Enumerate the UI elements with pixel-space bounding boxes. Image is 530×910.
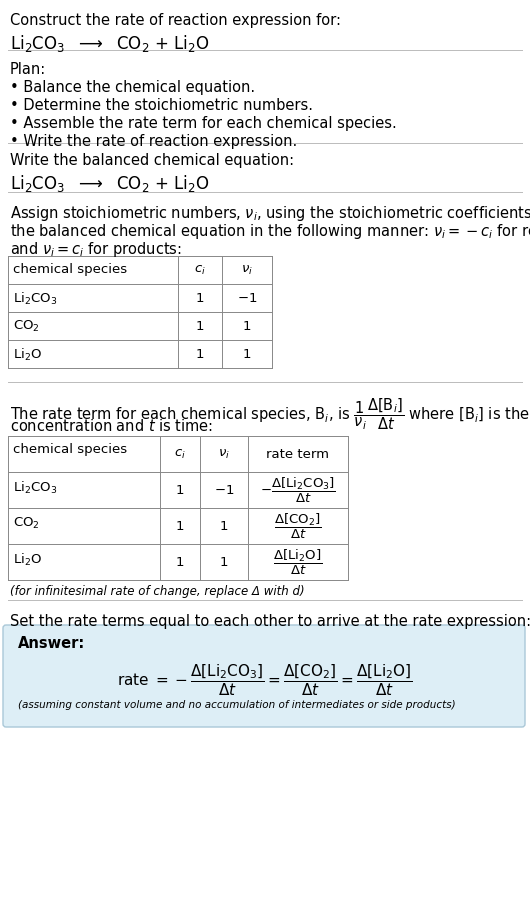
- Text: Answer:: Answer:: [18, 636, 85, 651]
- Text: Li$_2$CO$_3$  $\longrightarrow$  CO$_2$ + Li$_2$O: Li$_2$CO$_3$ $\longrightarrow$ CO$_2$ + …: [10, 173, 209, 194]
- Text: • Balance the chemical equation.: • Balance the chemical equation.: [10, 80, 255, 95]
- Text: 1: 1: [196, 291, 204, 305]
- Text: rate $= -\dfrac{\Delta[\mathrm{Li_2CO_3}]}{\Delta t} = \dfrac{\Delta[\mathrm{CO_: rate $= -\dfrac{\Delta[\mathrm{Li_2CO_3}…: [117, 662, 413, 698]
- Text: Plan:: Plan:: [10, 62, 46, 77]
- FancyBboxPatch shape: [3, 625, 525, 727]
- Text: The rate term for each chemical species, B$_i$, is $\dfrac{1}{\nu_i}\dfrac{\Delt: The rate term for each chemical species,…: [10, 396, 530, 431]
- Text: Li$_2$CO$_3$  $\longrightarrow$  CO$_2$ + Li$_2$O: Li$_2$CO$_3$ $\longrightarrow$ CO$_2$ + …: [10, 33, 209, 54]
- Text: 1: 1: [176, 520, 184, 532]
- Text: 1: 1: [243, 319, 251, 332]
- Text: (assuming constant volume and no accumulation of intermediates or side products): (assuming constant volume and no accumul…: [18, 700, 456, 710]
- Text: Set the rate terms equal to each other to arrive at the rate expression:: Set the rate terms equal to each other t…: [10, 614, 530, 629]
- Text: • Determine the stoichiometric numbers.: • Determine the stoichiometric numbers.: [10, 98, 313, 113]
- Text: 1: 1: [220, 555, 228, 569]
- Text: • Write the rate of reaction expression.: • Write the rate of reaction expression.: [10, 134, 297, 149]
- Text: (for infinitesimal rate of change, replace Δ with d): (for infinitesimal rate of change, repla…: [10, 585, 305, 598]
- Text: the balanced chemical equation in the following manner: $\nu_i = -c_i$ for react: the balanced chemical equation in the fo…: [10, 222, 530, 241]
- Text: rate term: rate term: [267, 448, 330, 460]
- Text: Li$_2$O: Li$_2$O: [13, 347, 42, 363]
- Text: 1: 1: [176, 555, 184, 569]
- Text: 1: 1: [196, 319, 204, 332]
- Text: 1: 1: [220, 520, 228, 532]
- Text: $\nu_i$: $\nu_i$: [218, 448, 230, 460]
- Text: Li$_2$CO$_3$: Li$_2$CO$_3$: [13, 480, 57, 496]
- Text: $-1$: $-1$: [237, 291, 257, 305]
- Text: 1: 1: [243, 348, 251, 360]
- Text: chemical species: chemical species: [13, 263, 127, 276]
- Text: Write the balanced chemical equation:: Write the balanced chemical equation:: [10, 153, 294, 168]
- Text: $\nu_i$: $\nu_i$: [241, 264, 253, 277]
- Text: Assign stoichiometric numbers, $\nu_i$, using the stoichiometric coefficients, $: Assign stoichiometric numbers, $\nu_i$, …: [10, 204, 530, 223]
- Text: concentration and $t$ is time:: concentration and $t$ is time:: [10, 418, 213, 434]
- Text: 1: 1: [196, 348, 204, 360]
- Text: CO$_2$: CO$_2$: [13, 319, 40, 334]
- Text: $\dfrac{\Delta[\mathrm{CO_2}]}{\Delta t}$: $\dfrac{\Delta[\mathrm{CO_2}]}{\Delta t}…: [274, 511, 322, 541]
- Text: $c_i$: $c_i$: [174, 448, 186, 460]
- Text: CO$_2$: CO$_2$: [13, 516, 40, 531]
- Text: • Assemble the rate term for each chemical species.: • Assemble the rate term for each chemic…: [10, 116, 397, 131]
- Text: Construct the rate of reaction expression for:: Construct the rate of reaction expressio…: [10, 13, 341, 28]
- Text: $-1$: $-1$: [214, 483, 234, 497]
- Text: and $\nu_i = c_i$ for products:: and $\nu_i = c_i$ for products:: [10, 240, 182, 259]
- Text: $c_i$: $c_i$: [194, 264, 206, 277]
- Text: $-\dfrac{\Delta[\mathrm{Li_2CO_3}]}{\Delta t}$: $-\dfrac{\Delta[\mathrm{Li_2CO_3}]}{\Del…: [260, 475, 336, 505]
- Text: $\dfrac{\Delta[\mathrm{Li_2O}]}{\Delta t}$: $\dfrac{\Delta[\mathrm{Li_2O}]}{\Delta t…: [273, 548, 323, 577]
- Text: chemical species: chemical species: [13, 443, 127, 456]
- Text: 1: 1: [176, 483, 184, 497]
- Text: Li$_2$O: Li$_2$O: [13, 552, 42, 568]
- Text: Li$_2$CO$_3$: Li$_2$CO$_3$: [13, 291, 57, 307]
